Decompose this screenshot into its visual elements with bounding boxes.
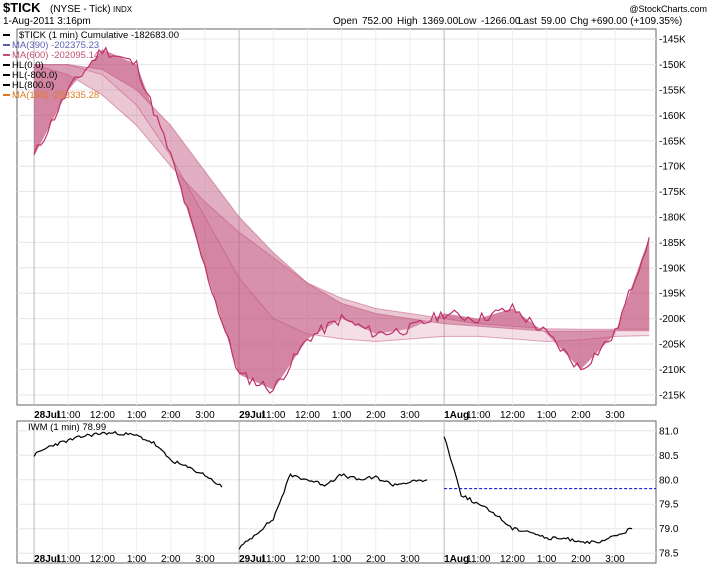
x-tick-label: 2:00 bbox=[571, 554, 591, 565]
y-tick-label: 78.5 bbox=[659, 549, 679, 560]
y-tick-label: -190K bbox=[659, 263, 686, 274]
open-value: 752.00 bbox=[362, 16, 393, 27]
chg-value: +690.00 (+109.35%) bbox=[591, 16, 682, 27]
x-tick-label: 1:00 bbox=[332, 410, 352, 421]
y-tick-label: 80.0 bbox=[659, 475, 679, 486]
x-tick-label: 3:00 bbox=[605, 554, 625, 565]
y-tick-label: -145K bbox=[659, 35, 686, 46]
x-tick-label: 1Aug bbox=[444, 554, 469, 565]
x-tick-label: 12:00 bbox=[500, 410, 525, 421]
open-label: Open bbox=[333, 16, 357, 27]
x-tick-label: 1:00 bbox=[537, 554, 557, 565]
y-tick-label: -180K bbox=[659, 213, 686, 224]
x-tick-label: 11:00 bbox=[261, 554, 286, 565]
high-value: 1369.00 bbox=[422, 16, 459, 27]
y-tick-label: -165K bbox=[659, 136, 686, 147]
index-tag: INDX bbox=[113, 5, 133, 14]
bottom-panel bbox=[16, 420, 657, 564]
tick-cumulative-line bbox=[33, 46, 650, 394]
x-tick-label: 1:00 bbox=[127, 410, 147, 421]
x-tick-label: 1:00 bbox=[332, 554, 352, 565]
x-tick-label: 2:00 bbox=[366, 554, 386, 565]
ma-band bbox=[34, 49, 650, 390]
x-tick-label: 2:00 bbox=[161, 410, 181, 421]
x-tick-label: 11:00 bbox=[56, 554, 81, 565]
x-tick-label: 28Jul bbox=[34, 554, 60, 565]
x-tick-label: 12:00 bbox=[500, 554, 525, 565]
x-tick-label: 3:00 bbox=[195, 554, 215, 565]
date-time: 1-Aug-2011 3:16pm bbox=[3, 16, 91, 27]
y-tick-label: -185K bbox=[659, 238, 686, 249]
axes: -145K -150K -155K -160K -165K -170K -175K -180K… bbox=[34, 35, 686, 565]
y-tick-label: 79.0 bbox=[659, 524, 679, 535]
y-tick-label: -150K bbox=[659, 60, 686, 71]
x-tick-label: 2:00 bbox=[571, 410, 591, 421]
x-tick-label: 11:00 bbox=[466, 410, 491, 421]
x-tick-label: 1Aug bbox=[444, 410, 469, 421]
legend-item: HL(-800.0) bbox=[12, 70, 57, 81]
ma-band bbox=[34, 49, 650, 390]
chg-label: Chg bbox=[570, 16, 588, 27]
y-tick-label: -210K bbox=[659, 365, 686, 376]
iwm-line bbox=[238, 472, 428, 550]
x-tick-label: 2:00 bbox=[366, 410, 386, 421]
y-tick-label: -215K bbox=[659, 390, 686, 401]
x-tick-label: 11:00 bbox=[466, 554, 491, 565]
last-value: 59.00 bbox=[541, 16, 566, 27]
legend-item: HL(800.0) bbox=[12, 80, 54, 91]
x-tick-label: 11:00 bbox=[56, 410, 81, 421]
legend-item: $TICK (1 min) Cumulative -182683.00 bbox=[19, 30, 179, 41]
y-tick-label: 81.0 bbox=[659, 426, 679, 437]
ma-band bbox=[34, 49, 650, 390]
legend-item: MA(195) -203335.28 bbox=[12, 90, 99, 101]
legend-item: MA(600) -202095.14 bbox=[12, 50, 99, 61]
y-tick-label: 80.5 bbox=[659, 451, 679, 462]
x-tick-label: 12:00 bbox=[90, 410, 115, 421]
high-label: High bbox=[397, 16, 418, 27]
x-tick-label: 11:00 bbox=[261, 410, 286, 421]
x-tick-label: 3:00 bbox=[400, 410, 420, 421]
symbol-title: $TICK bbox=[3, 0, 41, 15]
legend-item: MA(390) -202375.23 bbox=[12, 40, 99, 51]
legend-item: HL(0.0) bbox=[12, 60, 44, 71]
low-value: -1266.00 bbox=[481, 16, 521, 27]
x-tick-label: 1:00 bbox=[537, 410, 557, 421]
exchange-label: (NYSE - Tick) bbox=[50, 4, 111, 15]
copyright-label: @StockCharts.com bbox=[629, 4, 707, 14]
x-tick-label: 1:00 bbox=[127, 554, 147, 565]
y-tick-label: -170K bbox=[659, 162, 686, 173]
y-tick-label: -155K bbox=[659, 85, 686, 96]
iwm-line bbox=[33, 430, 223, 488]
y-tick-label: -200K bbox=[659, 314, 686, 325]
x-tick-label: 12:00 bbox=[295, 410, 320, 421]
x-tick-label: 12:00 bbox=[295, 554, 320, 565]
x-tick-label: 3:00 bbox=[400, 554, 420, 565]
legend-bottom-item: IWM (1 min) 78.99 bbox=[28, 422, 106, 433]
y-tick-label: -160K bbox=[659, 111, 686, 122]
y-tick-label: -195K bbox=[659, 289, 686, 300]
x-tick-label: 2:00 bbox=[161, 554, 181, 565]
y-tick-label: 79.5 bbox=[659, 500, 679, 511]
x-tick-label: 12:00 bbox=[90, 554, 115, 565]
x-tick-label: 29Jul bbox=[239, 554, 265, 565]
iwm-line bbox=[443, 436, 633, 545]
x-tick-label: 29Jul bbox=[239, 410, 265, 421]
low-label: Low bbox=[458, 16, 477, 27]
x-tick-label: 3:00 bbox=[605, 410, 625, 421]
x-tick-label: 28Jul bbox=[34, 410, 60, 421]
ma-line bbox=[34, 64, 650, 343]
y-tick-label: -175K bbox=[659, 187, 686, 198]
legend-top: $TICK (1 min) Cumulative -182683.00 MA(3… bbox=[3, 30, 179, 101]
last-label: Last bbox=[518, 16, 537, 27]
ma-line bbox=[34, 64, 650, 332]
x-tick-label: 3:00 bbox=[195, 410, 215, 421]
series-layer bbox=[33, 46, 656, 550]
y-tick-label: -205K bbox=[659, 340, 686, 351]
ma-line bbox=[33, 64, 650, 330]
